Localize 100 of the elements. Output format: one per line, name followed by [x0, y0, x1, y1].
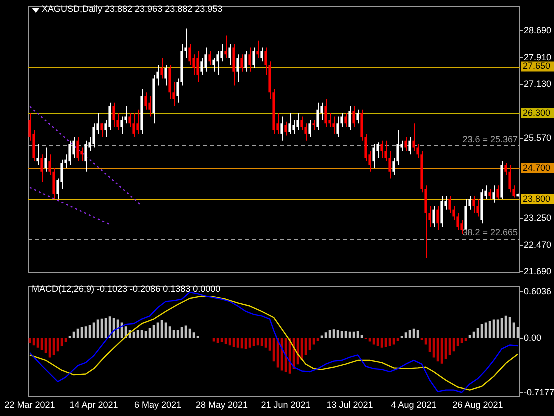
- candlestick: [312, 120, 316, 132]
- candlestick: [324, 98, 328, 128]
- candlestick: [496, 185, 500, 200]
- candlestick: [332, 116, 336, 134]
- candlestick: [476, 198, 480, 218]
- bar: [312, 338, 316, 345]
- candlestick: [468, 196, 472, 210]
- candlestick: [260, 47, 264, 62]
- y-tick-label: 27.130: [524, 79, 552, 90]
- ref-line-label: 27.650: [523, 61, 551, 72]
- candlestick: [336, 116, 340, 138]
- candlestick: [92, 123, 96, 148]
- candlestick: [356, 109, 360, 124]
- candlestick: [84, 140, 88, 172]
- y-tick-label: 23.250: [524, 212, 552, 223]
- candlestick: [224, 35, 228, 59]
- y-tick-label: 27.910: [524, 52, 552, 62]
- bar: [264, 338, 268, 348]
- candlestick: [344, 112, 348, 128]
- candlestick: [280, 116, 284, 142]
- bar: [28, 338, 32, 344]
- bar: [376, 338, 380, 346]
- candlestick: [296, 112, 300, 132]
- candlestick: [112, 102, 116, 128]
- candlestick: [212, 58, 216, 72]
- candlestick: [228, 44, 232, 66]
- candlestick: [380, 140, 384, 159]
- candlestick: [440, 196, 444, 228]
- candlestick: [132, 112, 136, 138]
- candlestick: [208, 50, 212, 66]
- candlestick: [472, 196, 476, 214]
- chart-title: XAGUSD,Daily 23.882 23.963 23.882 23.953: [42, 4, 223, 15]
- candlestick: [240, 54, 244, 72]
- bar: [460, 338, 464, 344]
- candlestick: [148, 96, 152, 118]
- candlestick: [248, 47, 252, 72]
- x-tick-label: 13 Jul 2021: [326, 400, 374, 410]
- candlestick: [188, 44, 192, 66]
- candlestick: [160, 58, 164, 80]
- candlestick: [292, 120, 296, 134]
- candlestick: [136, 109, 140, 134]
- candlestick: [100, 123, 104, 138]
- candlestick: [284, 121, 288, 136]
- y-tick-label: 0.6036: [524, 286, 552, 297]
- ref-line-label: 26.300: [523, 108, 551, 118]
- x-tick-label: 4 Aug 2021: [391, 400, 437, 410]
- x-tick-label: 26 Aug 2021: [452, 400, 504, 410]
- y-tick-label: -0.7177: [524, 388, 554, 398]
- y-tick-label: 25.570: [524, 132, 552, 143]
- candlestick: [492, 185, 496, 204]
- bar: [432, 338, 436, 358]
- y-tick-label: 28.690: [524, 25, 552, 36]
- candlestick: [412, 123, 416, 152]
- bar: [424, 338, 428, 345]
- candlestick: [244, 50, 248, 72]
- ref-line-label: 24.700: [523, 162, 551, 173]
- x-tick-label: 6 May 2021: [134, 400, 182, 410]
- bar: [380, 338, 384, 348]
- y-tick-label: 21.690: [524, 266, 552, 277]
- candlestick: [508, 164, 512, 194]
- candlestick: [44, 147, 48, 172]
- bar: [48, 338, 52, 358]
- ref-line-label: 38.2 = 22.665: [462, 228, 518, 238]
- candlestick: [200, 58, 204, 76]
- ref-line-label: 23.6 = 25.367: [462, 134, 518, 144]
- x-tick-label: 28 May 2021: [196, 400, 248, 410]
- candlestick: [448, 196, 452, 214]
- bar: [392, 338, 396, 345]
- candlestick: [348, 106, 352, 132]
- candlestick: [288, 112, 292, 134]
- candlestick: [252, 47, 256, 69]
- bar: [372, 338, 376, 345]
- candlestick: [68, 140, 72, 166]
- bar: [252, 338, 256, 346]
- candlestick: [300, 116, 304, 132]
- bar: [60, 338, 64, 346]
- x-tick-label: 14 Apr 2021: [70, 400, 118, 410]
- bar: [456, 338, 460, 346]
- ref-line-label: 23.800: [523, 194, 551, 204]
- candlestick: [488, 188, 492, 200]
- candlestick: [164, 64, 168, 86]
- candlestick: [236, 54, 240, 83]
- bar: [320, 336, 324, 338]
- candlestick: [76, 136, 80, 162]
- x-tick-label: 22 Mar 2021: [4, 400, 56, 410]
- candlestick: [36, 144, 40, 166]
- candlestick: [308, 120, 312, 138]
- candlestick: [316, 102, 320, 132]
- y-tick-label: 0.00: [524, 332, 542, 343]
- candlestick: [404, 136, 408, 152]
- bar: [36, 338, 40, 348]
- bar: [244, 338, 248, 350]
- candlestick: [372, 144, 376, 169]
- candlestick: [144, 92, 148, 110]
- bar: [248, 338, 252, 348]
- candlestick: [352, 106, 356, 128]
- candlestick: [256, 40, 260, 59]
- candlestick: [40, 154, 44, 183]
- bar: [260, 338, 264, 346]
- candlestick: [120, 116, 124, 134]
